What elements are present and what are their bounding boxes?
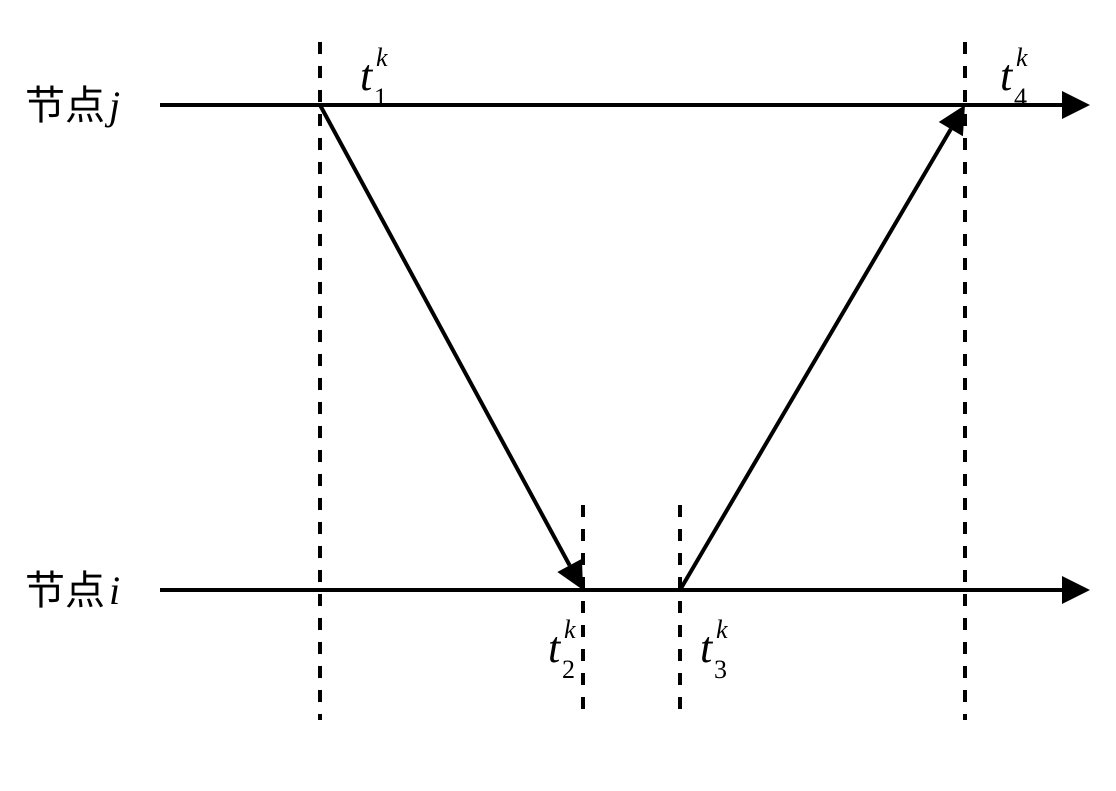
svg-text:3: 3 (714, 655, 727, 684)
time-sync-diagram: 节点 j节点 it1kt2kt3kt4k (0, 0, 1116, 791)
svg-text:k: k (716, 615, 728, 644)
svg-text:t: t (360, 51, 374, 100)
svg-text:k: k (564, 615, 576, 644)
message-t1-t2 (320, 105, 583, 590)
svg-text:2: 2 (562, 655, 575, 684)
svg-text:t: t (700, 623, 714, 672)
svg-text:k: k (376, 43, 388, 72)
svg-text:t: t (548, 623, 562, 672)
svg-text:1: 1 (374, 83, 387, 112)
node-label-j: 节点 j (25, 83, 120, 128)
label-t3: t3 k (700, 615, 728, 684)
svg-text:4: 4 (1014, 83, 1027, 112)
svg-text:t: t (1000, 51, 1014, 100)
timeline-i (160, 576, 1090, 604)
svg-text:k: k (1016, 43, 1028, 72)
label-t1: t1 k (360, 43, 388, 112)
message-t3-t4 (680, 105, 965, 590)
label-t2: t2 k (548, 615, 576, 684)
node-label-i: 节点 i (25, 568, 120, 613)
label-t4: t4 k (1000, 43, 1028, 112)
